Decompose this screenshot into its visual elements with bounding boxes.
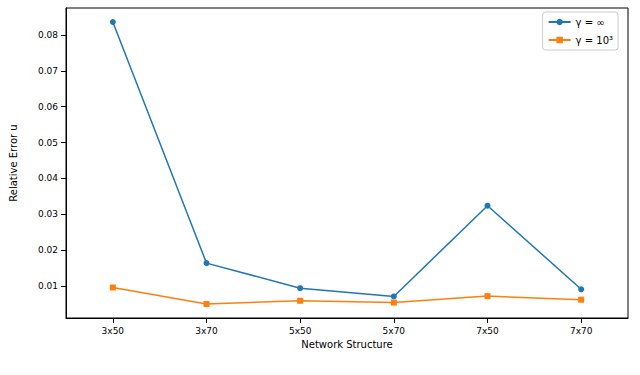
svg-text:7x50: 7x50 xyxy=(476,326,499,336)
svg-text:7x70: 7x70 xyxy=(570,326,593,336)
svg-text:0.06: 0.06 xyxy=(38,102,58,112)
svg-text:0.04: 0.04 xyxy=(38,173,58,183)
svg-text:γ = ∞: γ = ∞ xyxy=(576,17,605,28)
svg-text:0.03: 0.03 xyxy=(38,209,58,219)
svg-text:0.05: 0.05 xyxy=(38,138,58,148)
svg-text:0.01: 0.01 xyxy=(38,281,58,291)
svg-text:5x70: 5x70 xyxy=(383,326,406,336)
svg-text:γ = 10³: γ = 10³ xyxy=(576,35,613,46)
svg-text:Network Structure: Network Structure xyxy=(301,339,392,350)
svg-text:0.08: 0.08 xyxy=(38,30,58,40)
svg-text:Relative Error u: Relative Error u xyxy=(8,124,19,201)
svg-text:5x50: 5x50 xyxy=(289,326,312,336)
svg-text:0.02: 0.02 xyxy=(38,245,58,255)
svg-text:0.07: 0.07 xyxy=(38,66,58,76)
svg-text:3x70: 3x70 xyxy=(195,326,218,336)
svg-text:3x50: 3x50 xyxy=(102,326,125,336)
